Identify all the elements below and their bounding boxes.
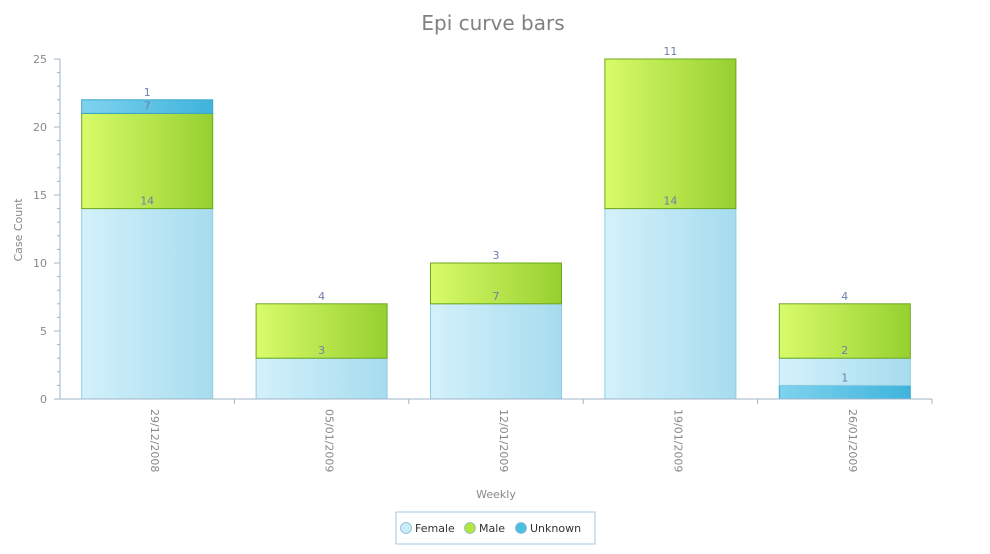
y-tick-label: 20 <box>33 121 47 134</box>
legend-item-unknown[interactable]: Unknown <box>515 522 582 535</box>
y-tick-label: 5 <box>40 325 47 338</box>
x-tick-label: 12/01/2009 <box>497 409 510 472</box>
data-label-male-1: 4 <box>318 290 325 303</box>
legend-marker-icon <box>464 522 476 534</box>
x-tick-label: 05/01/2009 <box>323 409 336 472</box>
y-tick-label: 10 <box>33 257 47 270</box>
bar-male-0[interactable] <box>81 112 214 210</box>
data-label-male-2: 3 <box>493 249 500 262</box>
data-label-female-0: 14 <box>140 195 154 208</box>
y-tick-label: 15 <box>33 189 47 202</box>
plot-area <box>81 58 911 400</box>
legend-item-female[interactable]: Female <box>400 522 456 535</box>
x-tick-label: 29/12/2008 <box>148 409 161 472</box>
legend-marker-icon <box>515 522 527 534</box>
data-label-female-2: 7 <box>493 290 500 303</box>
data-label-male-4: 4 <box>841 290 848 303</box>
y-axis-label: Case Count <box>12 198 25 262</box>
bar-unknown-top-0[interactable] <box>81 99 214 114</box>
y-tick-label: 25 <box>33 53 47 66</box>
chart-title: Epi curve bars <box>421 11 564 35</box>
axes: 29/12/2008 05/01/2009 12/01/2009 19/01/2009… <box>33 53 933 472</box>
y-tick-label: 0 <box>40 393 47 406</box>
x-tick-label: 19/01/2009 <box>671 409 684 472</box>
bar-unknown-4[interactable] <box>778 384 911 400</box>
bar-female-3[interactable] <box>604 208 737 400</box>
bar-female-2[interactable] <box>430 303 562 400</box>
x-tick-label: 26/01/2009 <box>846 409 859 472</box>
legend[interactable]: Female Male Unknown <box>395 511 596 545</box>
legend-label: Female <box>415 522 455 535</box>
legend-box <box>395 511 596 545</box>
bar-male-3[interactable] <box>604 58 737 210</box>
bar-male-1[interactable] <box>255 303 388 359</box>
legend-label: Male <box>479 522 505 535</box>
legend-item-male[interactable]: Male <box>464 522 506 535</box>
data-label-unknown-top-0: 1 <box>144 86 151 99</box>
data-label-female-1: 3 <box>318 344 325 357</box>
bar-female-4[interactable] <box>778 357 911 386</box>
legend-marker-icon <box>400 522 412 534</box>
bar-female-0[interactable] <box>81 208 214 400</box>
bar-female-1[interactable] <box>255 357 388 400</box>
data-label-female-4: 2 <box>841 344 848 357</box>
legend-label: Unknown <box>530 522 581 535</box>
data-label-male-0: 7 <box>144 99 151 112</box>
x-axis-label: Weekly <box>476 488 516 501</box>
bar-male-4[interactable] <box>778 303 911 359</box>
data-label-male-3: 11 <box>663 45 677 58</box>
bar-male-2[interactable] <box>430 262 562 305</box>
data-label-unknown-4: 1 <box>841 371 848 384</box>
data-label-female-3: 14 <box>663 195 677 208</box>
